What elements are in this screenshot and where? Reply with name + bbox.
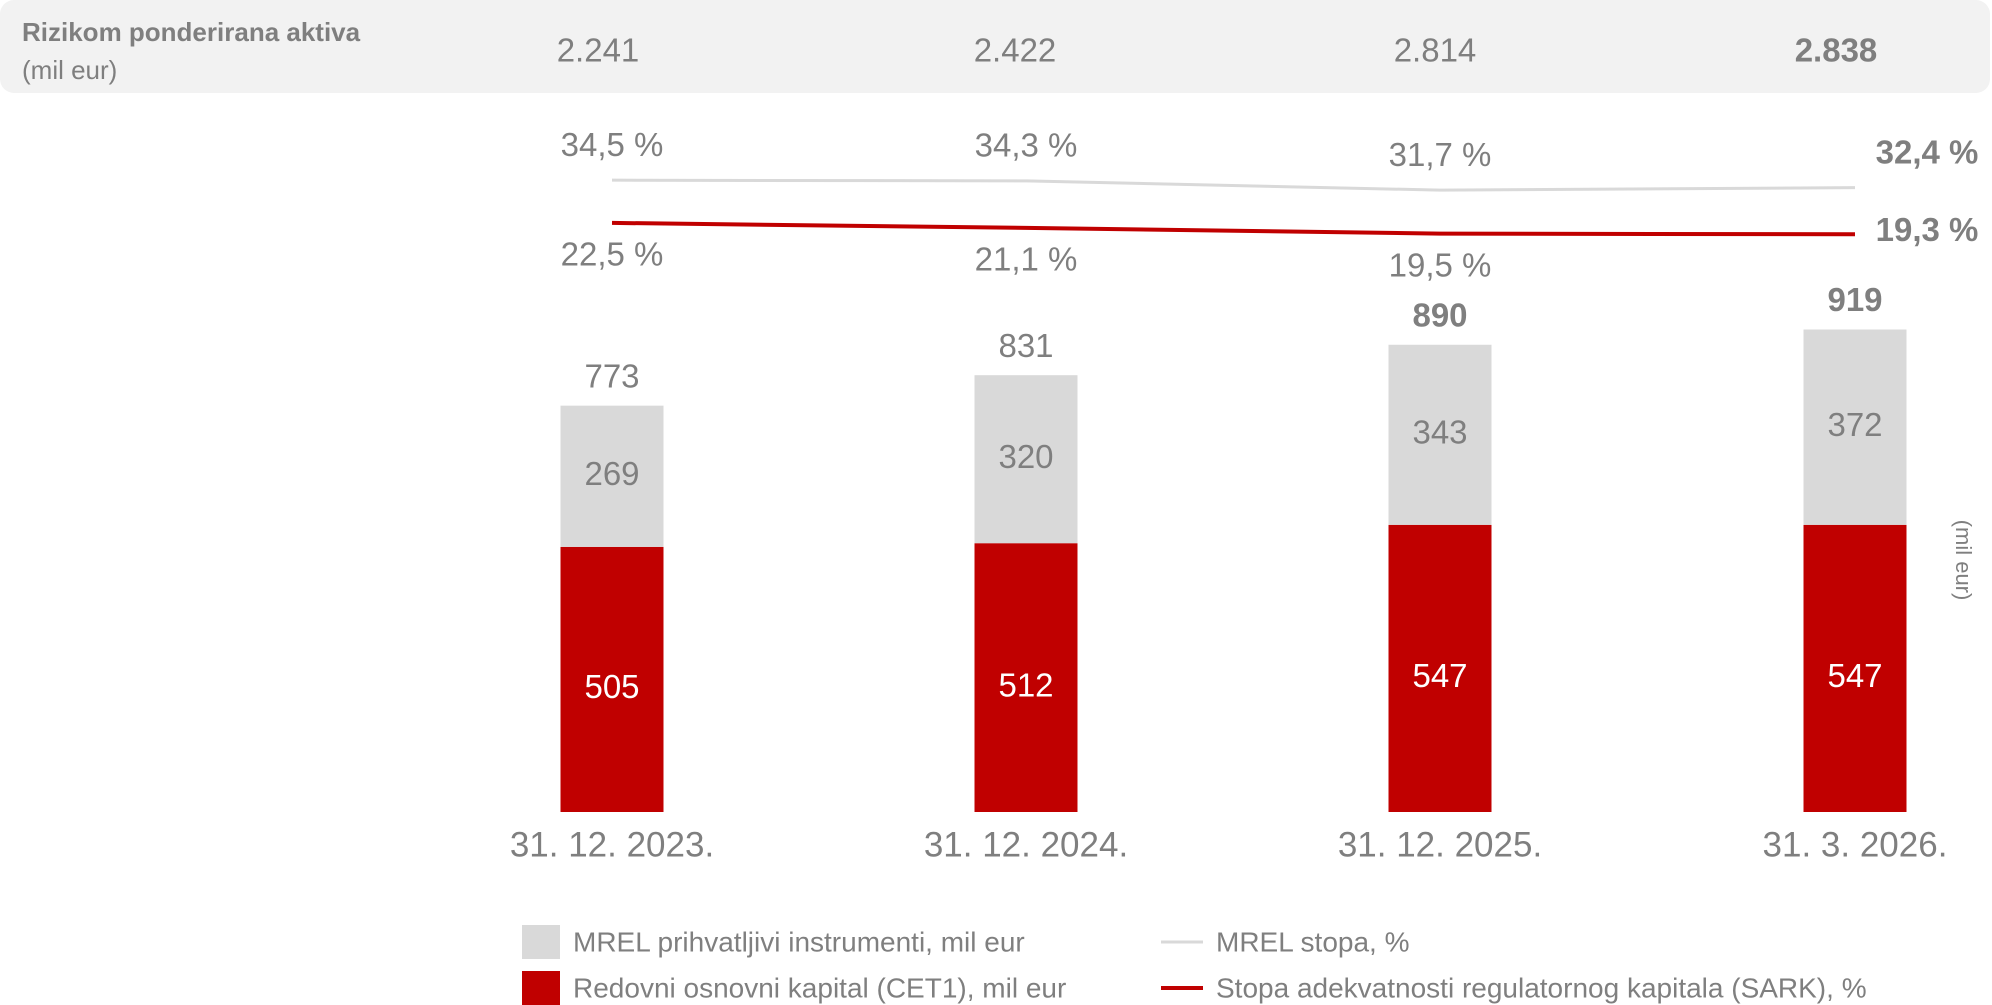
x-tick-label: 31. 3. 2026.: [1763, 825, 1948, 864]
total-label: 773: [584, 357, 639, 394]
bar-value-label: 547: [1827, 657, 1882, 694]
bar-segment: [560, 546, 664, 812]
legend-swatch: [522, 971, 560, 1005]
header-value: 2.422: [974, 32, 1057, 69]
bar-segment: [560, 405, 664, 547]
rate-line: [611, 178, 1856, 192]
legend-label: Redovni osnovni kapital (CET1), mil eur: [573, 972, 1066, 1003]
bar-segment: [1803, 524, 1907, 812]
axis-label: (mil eur): [1951, 520, 1976, 601]
legend-label: Stopa adekvatnosti regulatornog kapitala…: [1216, 972, 1867, 1003]
x-tick-label: 31. 12. 2024.: [924, 825, 1128, 864]
rate-label: 19,5 %: [1389, 246, 1492, 283]
bar-segment: [1803, 329, 1907, 525]
header-label: Rizikom ponderirana aktiva: [22, 17, 361, 47]
rate-line: [611, 220, 1856, 237]
rate-label: 34,5 %: [561, 126, 664, 163]
legend-label: MREL stopa, %: [1216, 926, 1409, 957]
bar-value-label: 547: [1412, 657, 1467, 694]
bar-value-label: 512: [998, 666, 1053, 703]
bar-segment: [1388, 524, 1492, 812]
header-value: 2.814: [1394, 32, 1477, 69]
bar-value-label: 269: [584, 455, 639, 492]
bar-value-label: 343: [1412, 414, 1467, 451]
total-label: 919: [1827, 281, 1882, 318]
bar-value-label: 505: [584, 668, 639, 705]
bar-value-label: 372: [1827, 406, 1882, 443]
legend-swatch: [522, 925, 560, 959]
legend-label: MREL prihvatljivi instrumenti, mil eur: [573, 926, 1025, 957]
rate-label: 19,3 %: [1876, 211, 1979, 248]
rate-label: 22,5 %: [561, 236, 664, 273]
bar-segment: [974, 375, 1078, 544]
rate-label: 31,7 %: [1389, 136, 1492, 173]
rate-label: 21,1 %: [975, 241, 1078, 278]
bar-segment: [1388, 344, 1492, 525]
x-tick-label: 31. 12. 2025.: [1338, 825, 1542, 864]
bar-value-label: 320: [998, 438, 1053, 475]
header-value: 2.838: [1795, 32, 1878, 69]
total-label: 831: [998, 327, 1053, 364]
header-value: 2.241: [557, 32, 640, 69]
header-band: [0, 0, 1990, 93]
bar-segment: [974, 543, 1078, 812]
x-tick-label: 31. 12. 2023.: [510, 825, 714, 864]
total-label: 890: [1412, 296, 1467, 333]
rate-label: 34,3 %: [975, 127, 1078, 164]
header-unit: (mil eur): [22, 55, 117, 85]
rate-label: 32,4 %: [1876, 133, 1979, 170]
